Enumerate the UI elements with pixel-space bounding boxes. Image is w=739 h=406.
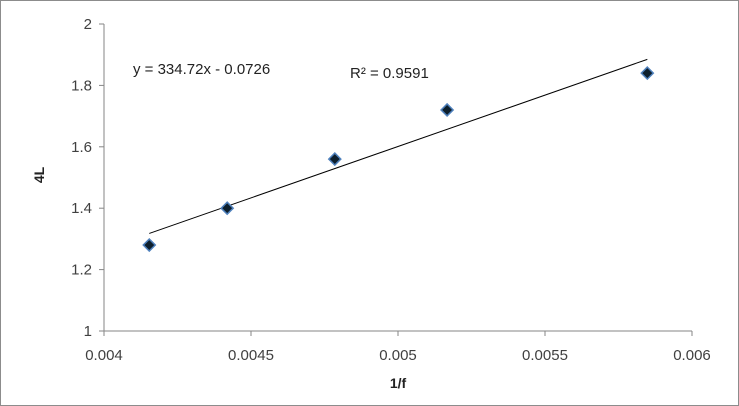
x-tick-label: 0.0055 — [522, 347, 568, 364]
y-tick-label: 1 — [84, 323, 92, 340]
y-tick-label: 2 — [84, 16, 92, 33]
y-tick-label: 1.2 — [71, 262, 92, 279]
data-point — [327, 152, 342, 167]
x-axis-title: 1/f — [390, 375, 407, 391]
y-axis-title: 4L — [31, 166, 47, 183]
y-tick-label: 1.4 — [71, 200, 92, 217]
data-point — [440, 102, 455, 118]
r-squared-label: R² = 0.9591 — [350, 65, 429, 82]
data-point — [640, 66, 655, 81]
trendline-equation: y = 334.72x - 0.0726 — [133, 61, 270, 78]
points-group — [142, 66, 655, 253]
trendline-group — [149, 58, 648, 234]
x-tick-label: 0.004 — [85, 347, 123, 364]
x-tick-label: 0.005 — [379, 347, 417, 364]
data-point — [142, 237, 157, 253]
y-tick-label: 1.8 — [71, 77, 92, 94]
x-tick-label: 0.006 — [673, 347, 711, 364]
x-tick-label: 0.0045 — [228, 347, 274, 364]
axes: 1 1.2 1.4 1.6 1.8 2 0.004 0.0045 0.005 0.0055 0.00… — [71, 16, 711, 364]
y-tick-label: 1.6 — [71, 139, 92, 156]
trendline — [149, 58, 648, 234]
data-point — [220, 201, 235, 216]
